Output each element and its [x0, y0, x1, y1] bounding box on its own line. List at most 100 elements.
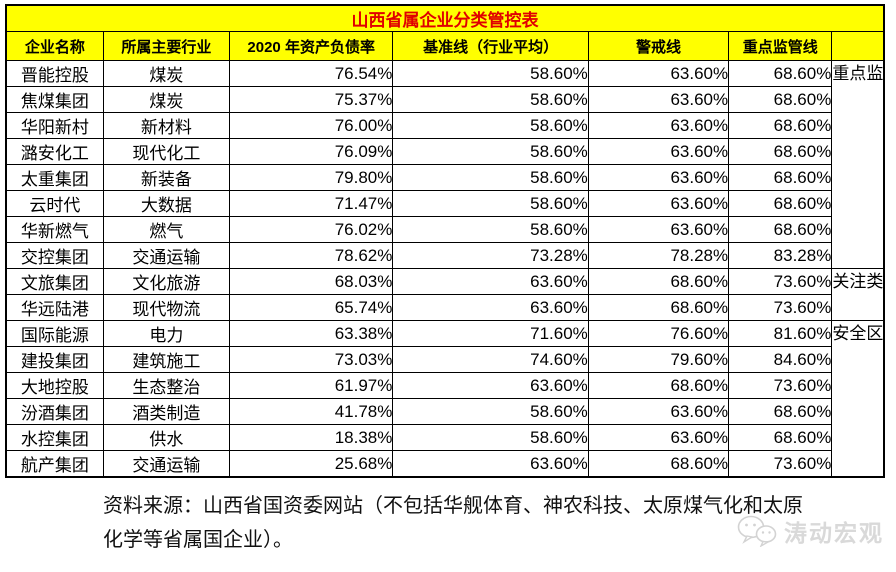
- cell-warning: 68.60%: [587, 372, 730, 399]
- cell-baseline: 58.60%: [392, 86, 589, 113]
- cell-supervision: 68.60%: [728, 164, 833, 191]
- cell-baseline: 58.60%: [392, 424, 589, 451]
- table-row: 华阳新村 新材料 76.00% 58.60% 63.60% 68.60%: [5, 112, 884, 139]
- cell-warning: 63.60%: [587, 190, 730, 217]
- cell-warning: 68.60%: [587, 294, 730, 321]
- cell-ratio: 76.54%: [228, 60, 394, 87]
- cell-supervision: 68.60%: [728, 424, 833, 451]
- column-header-2: 2020 年资产负债率: [228, 31, 394, 61]
- source-note-line2: 化学等省属国企业）。: [103, 529, 293, 551]
- cell-industry: 燃气: [102, 216, 231, 243]
- cell-warning: 63.60%: [587, 164, 730, 191]
- cell-name: 华远陆港: [5, 294, 104, 321]
- cell-industry: 供水: [102, 424, 231, 451]
- column-header-0: 企业名称: [5, 31, 104, 61]
- cell-ratio: 79.80%: [228, 164, 394, 191]
- cell-industry: 煤炭: [102, 86, 231, 113]
- table-row: 云时代 大数据 71.47% 58.60% 63.60% 68.60%: [5, 190, 884, 217]
- cell-supervision: 83.28%: [728, 242, 833, 269]
- cell-ratio: 63.38%: [228, 320, 394, 347]
- cell-industry: 现代物流: [102, 294, 231, 321]
- cell-supervision: 68.60%: [728, 86, 833, 113]
- cell-baseline: 71.60%: [392, 320, 589, 347]
- cell-baseline: 58.60%: [392, 112, 589, 139]
- cell-warning: 76.60%: [587, 320, 730, 347]
- cell-ratio: 75.37%: [228, 86, 394, 113]
- cell-ratio: 18.38%: [228, 424, 394, 451]
- cell-ratio: 73.03%: [228, 346, 394, 373]
- cell-name: 水控集团: [5, 424, 104, 451]
- cell-industry: 新装备: [102, 164, 231, 191]
- cell-warning: 68.60%: [587, 268, 730, 295]
- table-row: 水控集团 供水 18.38% 58.60% 63.60% 68.60%: [5, 424, 884, 451]
- cell-ratio: 71.47%: [228, 190, 394, 217]
- classification-table-wrap: 山西省属企业分类管控表 企业名称 所属主要行业 2020 年资产负债率 基准线（行业平…: [5, 4, 885, 478]
- cell-industry: 大数据: [102, 190, 231, 217]
- cell-ratio: 68.03%: [228, 268, 394, 295]
- table-row: 交控集团 交通运输 78.62% 73.28% 78.28% 83.28%: [5, 242, 884, 269]
- column-header-5: 重点监管线: [728, 31, 833, 61]
- cell-ratio: 78.62%: [228, 242, 394, 269]
- table-row: 华新燃气 燃气 76.02% 58.60% 63.60% 68.60%: [5, 216, 884, 243]
- cell-supervision: 68.60%: [728, 112, 833, 139]
- cell-industry: 生态整治: [102, 372, 231, 399]
- cell-warning: 63.60%: [587, 424, 730, 451]
- cell-baseline: 58.60%: [392, 60, 589, 87]
- source-note-line1: 资料来源：山西省国资委网站（不包括华舰体育、神农科技、太原煤气化和太原: [103, 495, 803, 517]
- cell-supervision: 68.60%: [728, 398, 833, 425]
- column-header-1: 所属主要行业: [102, 31, 231, 61]
- table-row: 潞安化工 现代化工 76.09% 58.60% 63.60% 68.60%: [5, 138, 884, 165]
- cell-name: 焦煤集团: [5, 86, 104, 113]
- table-title: 山西省属企业分类管控表: [5, 4, 885, 32]
- cell-warning: 63.60%: [587, 138, 730, 165]
- cell-name: 太重集团: [5, 164, 104, 191]
- cell-baseline: 63.60%: [392, 294, 589, 321]
- watermark-label: 涛动宏观: [784, 520, 884, 546]
- table-title-row: 山西省属企业分类管控表: [5, 4, 885, 32]
- category-cell: 安全区间: [831, 320, 885, 478]
- cell-warning: 63.60%: [587, 398, 730, 425]
- cell-ratio: 25.68%: [228, 450, 394, 478]
- cell-name: 潞安化工: [5, 138, 104, 165]
- cell-supervision: 73.60%: [728, 450, 833, 478]
- watermark: 涛动宏观: [737, 514, 884, 548]
- cell-ratio: 76.09%: [228, 138, 394, 165]
- cell-industry: 文化旅游: [102, 268, 231, 295]
- cell-baseline: 63.60%: [392, 450, 589, 478]
- column-header-4: 警戒线: [587, 31, 730, 61]
- cell-supervision: 68.60%: [728, 190, 833, 217]
- cell-warning: 63.60%: [587, 86, 730, 113]
- cell-supervision: 73.60%: [728, 268, 833, 295]
- cell-warning: 63.60%: [587, 216, 730, 243]
- cell-baseline: 63.60%: [392, 372, 589, 399]
- cell-supervision: 73.60%: [728, 294, 833, 321]
- cell-name: 华阳新村: [5, 112, 104, 139]
- cell-industry: 煤炭: [102, 60, 231, 87]
- table-row: 汾酒集团 酒类制造 41.78% 58.60% 63.60% 68.60%: [5, 398, 884, 425]
- cell-supervision: 68.60%: [728, 138, 833, 165]
- cell-baseline: 58.60%: [392, 216, 589, 243]
- cell-industry: 电力: [102, 320, 231, 347]
- category-cell: 关注类: [831, 268, 885, 321]
- table-row: 建投集团 建筑施工 73.03% 74.60% 79.60% 84.60%: [5, 346, 884, 373]
- table-row: 文旅集团 文化旅游 68.03% 63.60% 68.60% 73.60% 关注类: [5, 268, 885, 321]
- cell-supervision: 81.60%: [728, 320, 833, 347]
- category-cell: 重点监控类: [831, 60, 885, 269]
- cell-supervision: 84.60%: [728, 346, 833, 373]
- cell-industry: 现代化工: [102, 138, 231, 165]
- cell-name: 华新燃气: [5, 216, 104, 243]
- cell-ratio: 65.74%: [228, 294, 394, 321]
- cell-warning: 78.28%: [587, 242, 730, 269]
- cell-industry: 酒类制造: [102, 398, 231, 425]
- cell-baseline: 58.60%: [392, 164, 589, 191]
- cell-warning: 63.60%: [587, 60, 730, 87]
- column-header-6: [831, 31, 885, 61]
- cell-name: 航产集团: [5, 450, 104, 478]
- cell-warning: 79.60%: [587, 346, 730, 373]
- table-row: 太重集团 新装备 79.80% 58.60% 63.60% 68.60%: [5, 164, 884, 191]
- cell-baseline: 63.60%: [392, 268, 589, 295]
- table-row: 大地控股 生态整治 61.97% 63.60% 68.60% 73.60%: [5, 372, 884, 399]
